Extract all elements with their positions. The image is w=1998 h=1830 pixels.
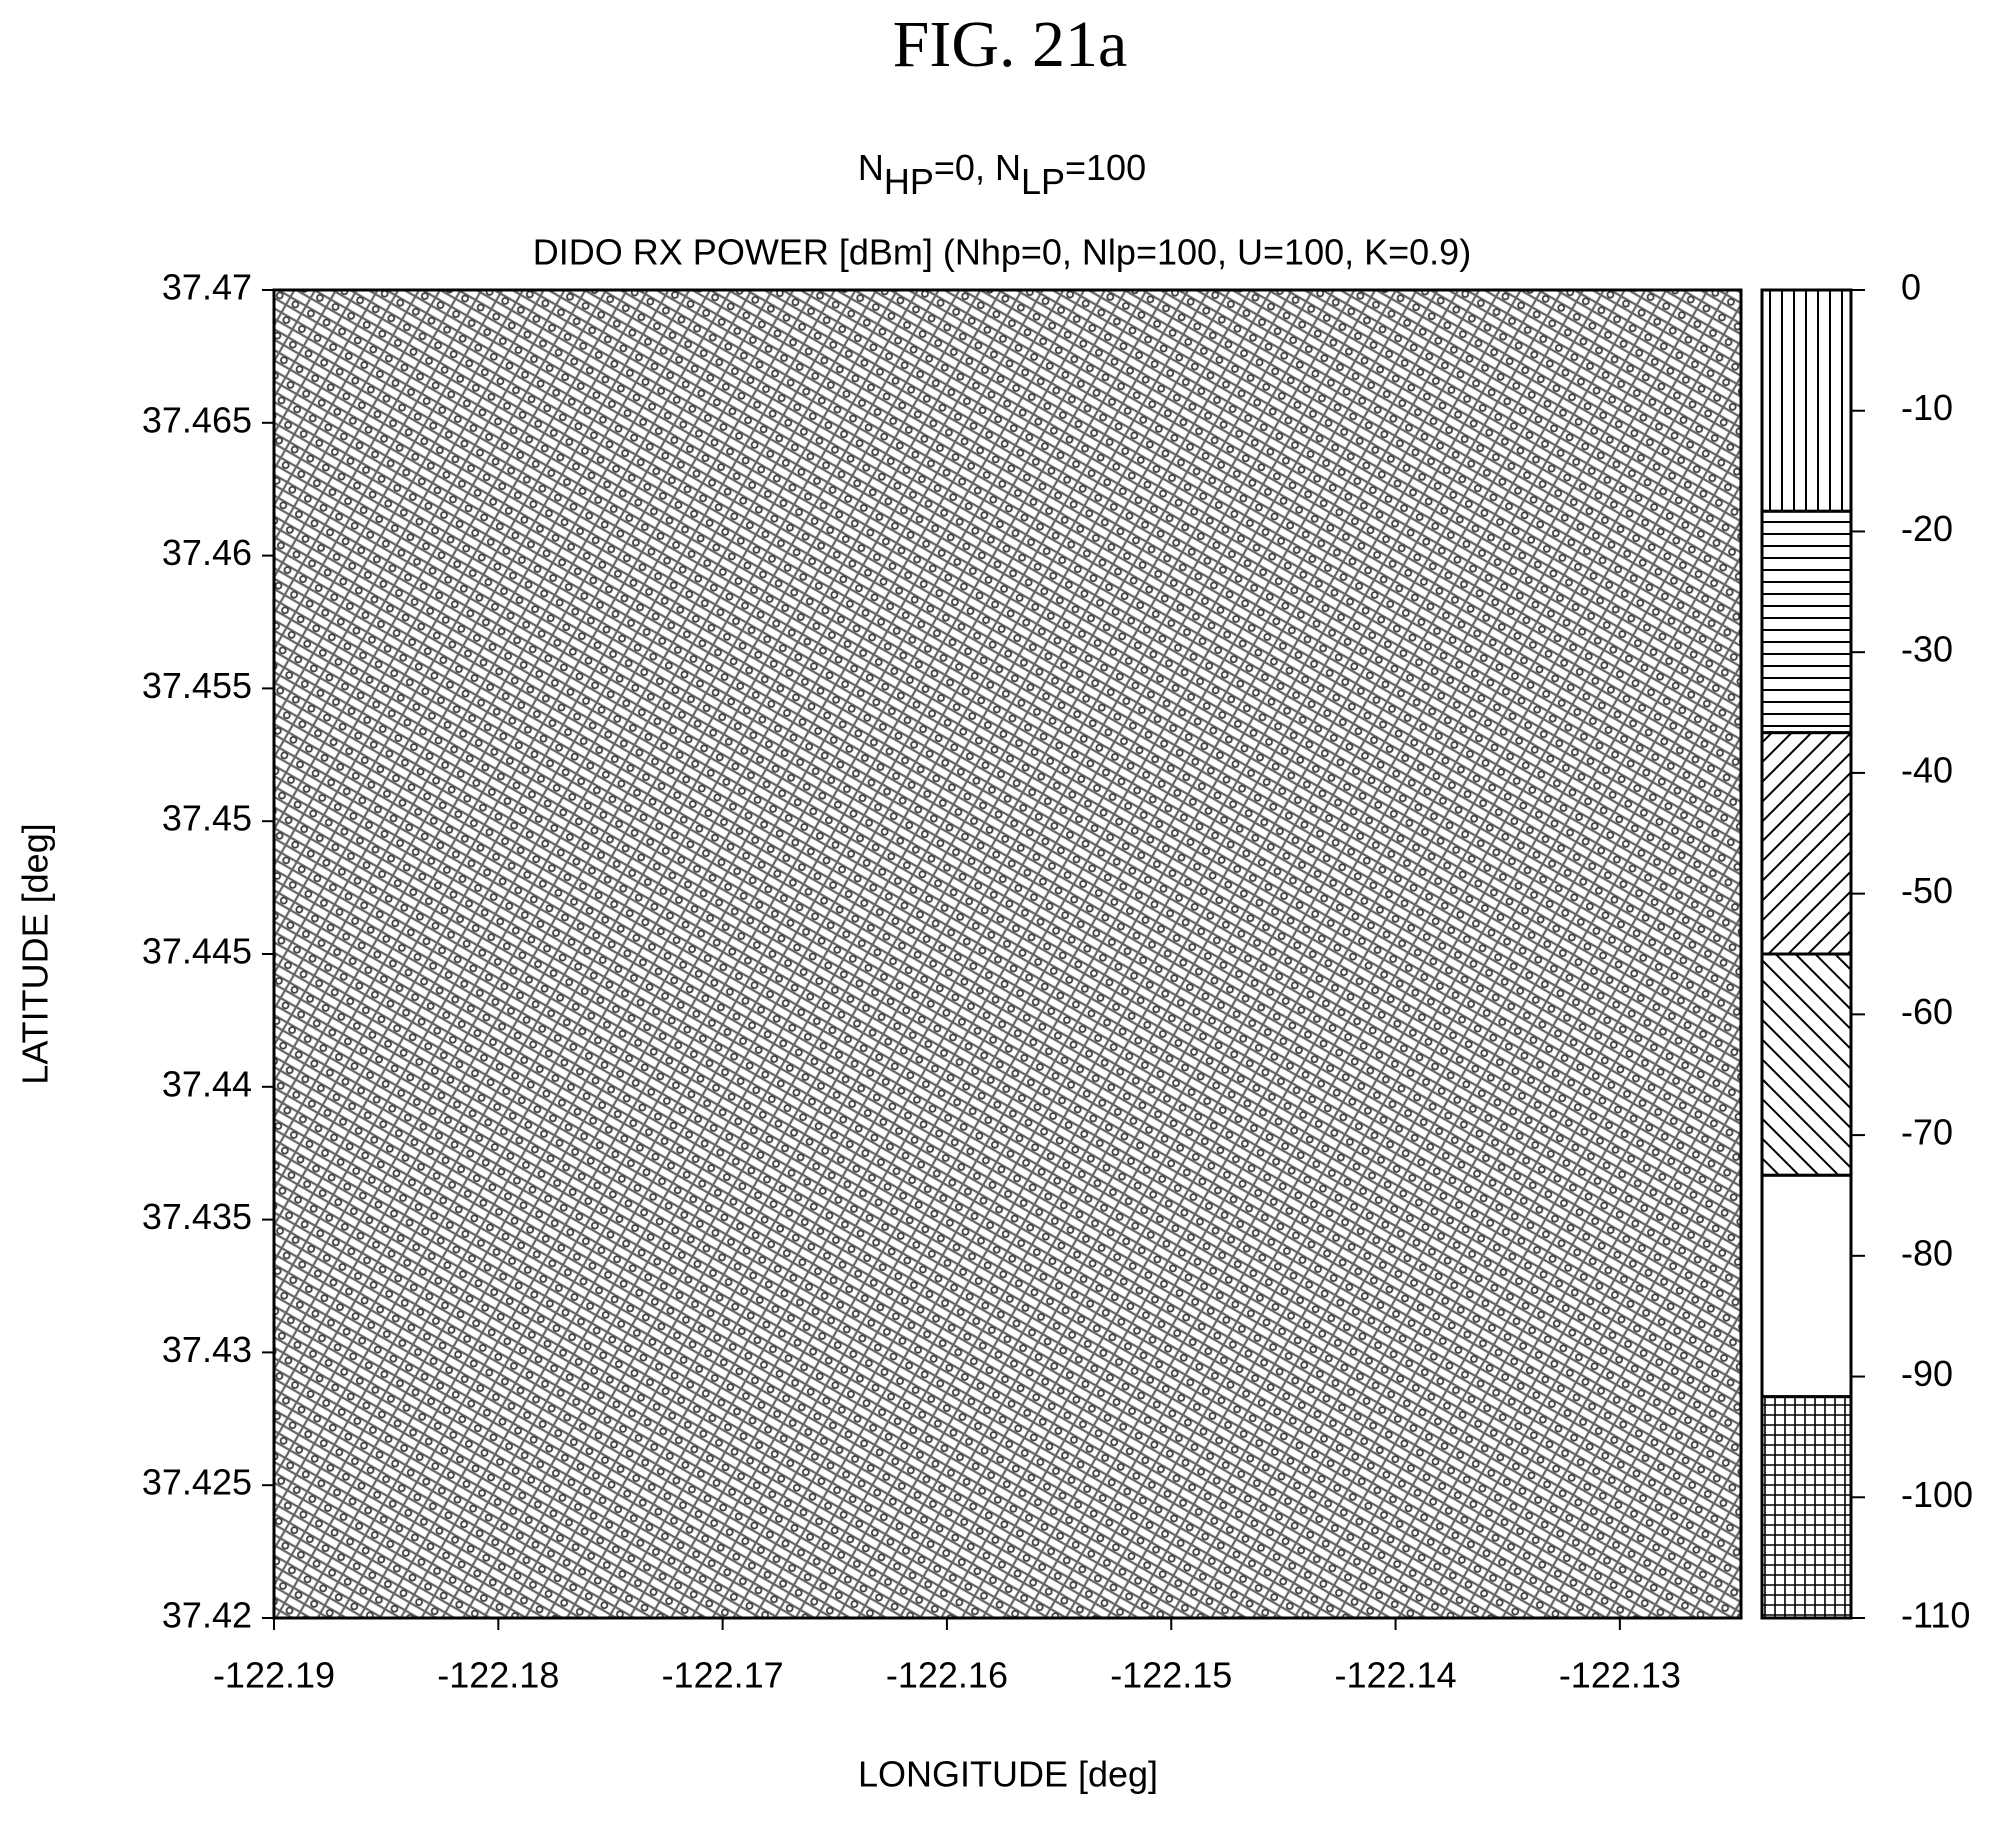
chart-title: DIDO RX POWER [dBm] (Nhp=0, Nlp=100, U=1… (533, 232, 1471, 273)
y-tick-label: 37.465 (142, 399, 252, 440)
colorbar-band (1762, 290, 1851, 511)
y-tick-label: 37.445 (142, 931, 252, 972)
y-tick-label: 37.455 (142, 665, 252, 706)
x-tick-label: -122.17 (662, 1655, 784, 1696)
colorbar-band (1762, 954, 1851, 1175)
colorbar-tick-label: -80 (1901, 1232, 1953, 1273)
y-tick-label: 37.46 (162, 532, 252, 573)
y-tick-label: 37.42 (162, 1595, 252, 1636)
colorbar-band (1762, 1397, 1851, 1618)
colorbar-tick-label: -60 (1901, 991, 1953, 1032)
figure-label: FIG. 21a (893, 8, 1128, 81)
colorbar-tick-label: -70 (1901, 1112, 1953, 1153)
y-tick-label: 37.44 (162, 1063, 252, 1104)
x-axis-label: LONGITUDE [deg] (858, 1754, 1158, 1795)
colorbar-tick-label: 0 (1901, 267, 1921, 308)
colorbar-tick-label: -50 (1901, 870, 1953, 911)
subtitle-text: =100 (1065, 147, 1146, 188)
colorbar-tick-label: -40 (1901, 749, 1953, 790)
x-tick-label: -122.19 (213, 1655, 335, 1696)
colorbar-tick-label: -100 (1901, 1474, 1973, 1515)
x-tick-label: -122.13 (1559, 1655, 1681, 1696)
y-tick-label: 37.425 (142, 1462, 252, 1503)
x-tick-label: -122.18 (437, 1655, 559, 1696)
x-tick-label: -122.14 (1335, 1655, 1457, 1696)
colorbar-tick-label: -110 (1901, 1595, 1970, 1636)
chart: FIG. 21a NHP=0, NLP=100 DIDO RX POWER [d… (0, 0, 1998, 1825)
y-tick-label: 37.45 (162, 798, 252, 839)
subtitle-subscript: LP (1021, 161, 1065, 202)
subtitle-subscript: HP (884, 161, 934, 202)
y-axis-label: LATITUDE [deg] (15, 823, 56, 1084)
y-tick-label: 37.43 (162, 1329, 252, 1370)
subtitle-text: =0, N (934, 147, 1021, 188)
x-tick-label: -122.15 (1110, 1655, 1232, 1696)
subtitle: NHP=0, NLP=100 (858, 147, 1146, 202)
colorbar-tick-label: -20 (1901, 508, 1953, 549)
colorbar-tick-label: -10 (1901, 387, 1953, 428)
colorbar-band (1762, 733, 1851, 954)
colorbar-band (1762, 511, 1851, 732)
colorbar-tick-label: -30 (1901, 629, 1953, 670)
y-tick-label: 37.47 (162, 267, 252, 308)
y-tick-label: 37.435 (142, 1196, 252, 1237)
subtitle-text: N (858, 147, 884, 188)
x-tick-label: -122.16 (886, 1655, 1008, 1696)
colorbar-band (1762, 1175, 1851, 1396)
colorbar-tick-label: -90 (1901, 1353, 1953, 1394)
contour-field (274, 290, 1741, 1618)
